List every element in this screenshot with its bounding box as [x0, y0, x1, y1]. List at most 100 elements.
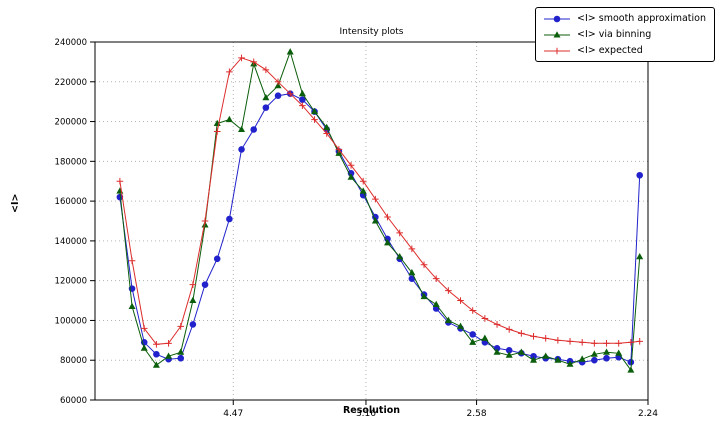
triangle-marker-icon — [262, 93, 270, 101]
legend-sample-plus-icon — [544, 47, 571, 54]
triangle-marker-icon — [140, 344, 148, 351]
triangle-marker-icon — [201, 221, 209, 228]
circle-marker-icon — [553, 15, 561, 22]
x-tick-label: 3.16 — [356, 409, 376, 419]
y-tick-label: 140000 — [55, 237, 87, 247]
y-tick-label: 60000 — [60, 396, 87, 406]
circle-marker-icon — [238, 146, 245, 153]
plus-marker-icon — [481, 315, 489, 322]
triangle-marker-icon — [408, 268, 416, 276]
plus-marker-icon — [530, 333, 537, 340]
circle-marker-icon — [153, 350, 160, 358]
plus-marker-icon — [591, 340, 598, 347]
plus-marker-icon — [189, 281, 197, 288]
plus-marker-icon — [359, 177, 367, 185]
x-tick-label: 4.47 — [223, 409, 243, 419]
triangle-marker-icon — [542, 352, 550, 359]
legend-item-smooth-approximation: <I> smooth approximation — [542, 11, 706, 26]
plus-marker-icon — [323, 130, 331, 137]
triangle-marker-icon — [371, 217, 379, 224]
circle-marker-icon — [299, 96, 306, 103]
triangle-marker-icon — [335, 149, 343, 156]
plus-marker-icon — [396, 229, 404, 237]
plus-marker-icon — [201, 217, 209, 225]
plus-marker-icon — [627, 339, 635, 346]
triangle-marker-icon — [505, 351, 513, 358]
triangle-marker-icon — [225, 115, 233, 123]
triangle-marker-icon — [603, 348, 611, 355]
circle-marker-icon — [226, 215, 233, 223]
triangle-marker-icon — [347, 173, 355, 180]
circle-marker-icon — [201, 281, 209, 288]
y-axis-label: <I> — [10, 193, 21, 213]
plus-marker-icon — [493, 321, 501, 328]
triangle-marker-icon — [481, 334, 489, 341]
plus-marker-icon — [469, 307, 476, 314]
plus-marker-icon — [165, 340, 172, 347]
x-axis-label: Resolution — [342, 405, 401, 416]
triangle-marker-icon — [627, 366, 635, 373]
y-tick-label: 240000 — [55, 38, 87, 48]
triangle-marker-icon — [396, 253, 404, 260]
legend-sample-triangle-icon — [544, 30, 571, 37]
triangle-marker-icon — [554, 356, 562, 363]
circle-marker-icon — [636, 171, 644, 179]
circle-marker-icon — [177, 354, 185, 362]
circle-marker-icon — [262, 104, 270, 111]
triangle-marker-icon — [189, 296, 197, 304]
circle-marker-icon — [213, 255, 221, 263]
plus-marker-icon — [554, 337, 562, 344]
chart-title: Intensity plots — [339, 27, 404, 37]
plus-marker-icon — [518, 330, 525, 337]
legend-label: <I> expected — [577, 45, 643, 56]
plus-marker-icon — [542, 335, 549, 342]
triangle-marker-icon — [116, 187, 124, 194]
triangle-marker-icon — [384, 239, 392, 246]
y-tick-label: 120000 — [55, 277, 87, 287]
triangle-marker-icon — [323, 123, 331, 131]
y-tick-label: 200000 — [55, 118, 87, 128]
plus-marker-icon — [384, 213, 391, 221]
triangle-marker-icon — [493, 348, 501, 355]
triangle-marker-icon — [517, 348, 525, 355]
plus-marker-icon — [420, 261, 428, 269]
plus-marker-icon — [226, 68, 233, 76]
circle-marker-icon — [189, 321, 197, 328]
legend-item-expected: <I> expected — [542, 43, 706, 58]
x-tick-label: 2.58 — [467, 409, 487, 419]
triangle-marker-icon — [432, 300, 440, 308]
triangle-marker-icon — [469, 338, 477, 345]
triangle-marker-icon — [457, 322, 465, 329]
triangle-marker-icon — [530, 356, 538, 363]
plus-marker-icon — [128, 257, 136, 265]
plus-marker-icon — [311, 116, 318, 123]
plus-marker-icon — [603, 340, 610, 347]
triangle-marker-icon — [566, 360, 574, 367]
plus-marker-icon — [177, 323, 185, 330]
plus-marker-icon — [578, 339, 586, 346]
plus-marker-icon — [213, 128, 221, 135]
legend-sample-circle-icon — [544, 15, 571, 22]
y-tick-label: 220000 — [55, 78, 87, 88]
plus-marker-icon — [566, 338, 574, 345]
plus-marker-icon — [286, 90, 294, 98]
legend: <I> smooth approximation <I> via binning… — [535, 7, 715, 62]
plus-marker-icon — [299, 102, 306, 109]
triangle-marker-icon — [590, 350, 598, 357]
plus-marker-icon — [262, 66, 270, 74]
triangle-marker-icon — [311, 107, 319, 115]
circle-marker-icon — [603, 354, 610, 362]
triangle-marker-icon — [553, 30, 561, 37]
plus-marker-icon — [445, 287, 452, 294]
triangle-marker-icon — [298, 89, 306, 97]
plus-marker-icon — [505, 326, 513, 333]
plus-marker-icon — [140, 325, 148, 332]
triangle-marker-icon — [615, 349, 623, 356]
triangle-marker-icon — [420, 292, 428, 300]
plus-marker-icon — [372, 195, 379, 203]
triangle-marker-icon — [359, 187, 367, 194]
plus-marker-icon — [250, 58, 258, 66]
axes-frame — [94, 41, 649, 401]
legend-item-via-binning: <I> via binning — [542, 27, 706, 42]
